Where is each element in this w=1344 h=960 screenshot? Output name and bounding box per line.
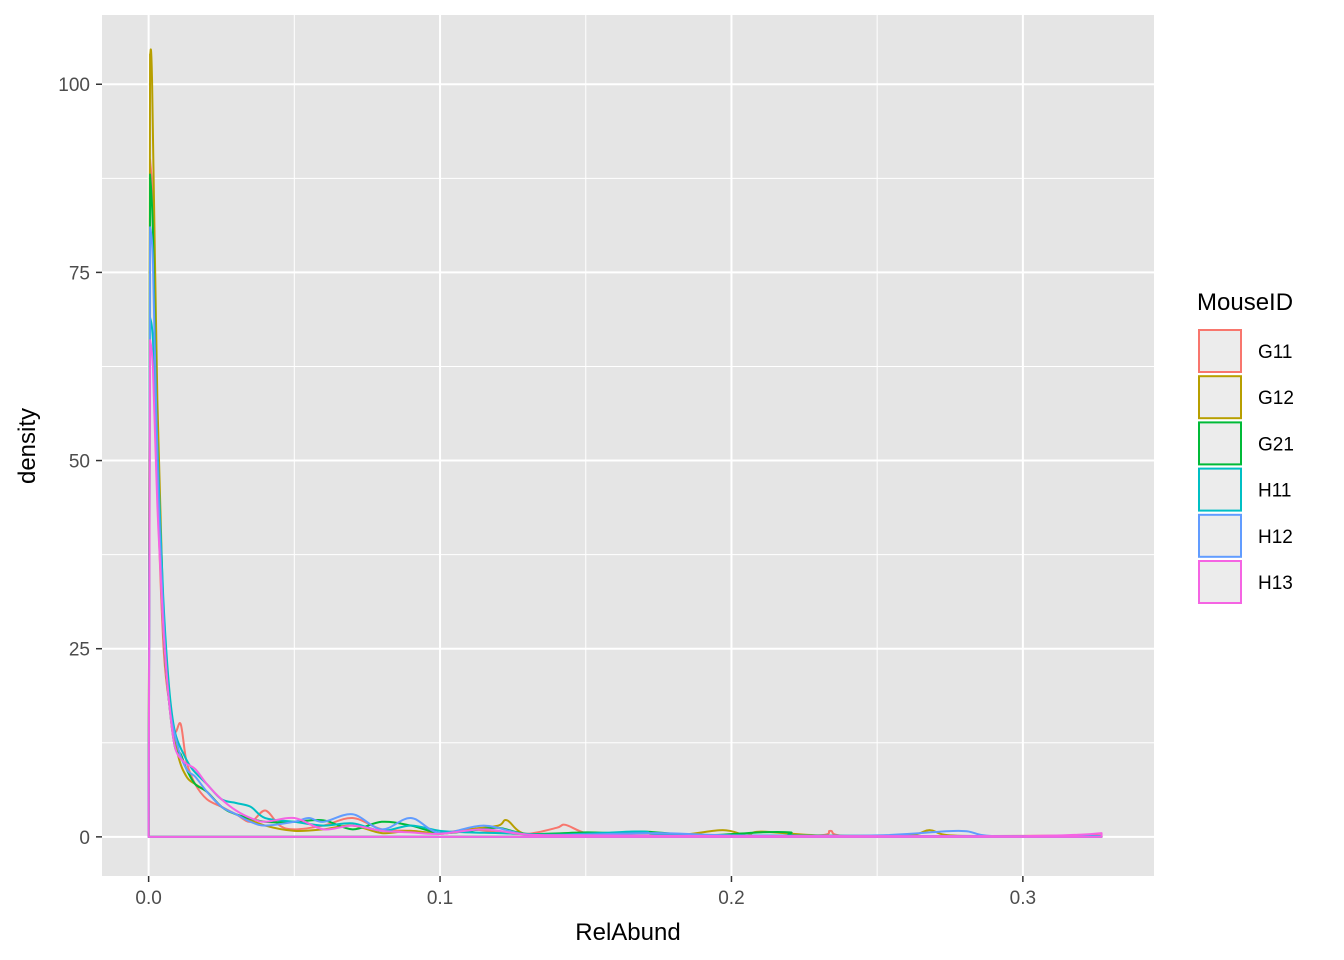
legend-key — [1198, 375, 1242, 420]
y-axis-title: density — [14, 408, 41, 484]
x-tick-labels: 0.0 0.1 0.2 0.3 — [135, 888, 1036, 909]
legend-item-g12: G12 — [1198, 375, 1294, 420]
legend-title: MouseID — [1197, 289, 1293, 316]
minor-gridlines — [102, 15, 1154, 876]
density-lines — [147, 48, 1103, 838]
y-tick-labels: 0 25 50 75 100 — [58, 75, 90, 849]
x-tick-label: 0.2 — [718, 888, 744, 909]
legend-label: G21 — [1258, 434, 1294, 455]
legend-key — [1198, 513, 1242, 558]
legend-item-h13: H13 — [1198, 560, 1293, 604]
legend-key — [1198, 421, 1242, 466]
y-tick-label: 75 — [69, 263, 90, 284]
axis-ticks — [96, 83, 1024, 882]
y-tick-label: 0 — [79, 828, 90, 849]
legend-item-h12: H12 — [1198, 513, 1293, 558]
legend-label: H11 — [1258, 481, 1291, 502]
plot-panel — [102, 15, 1154, 876]
legend-label: G12 — [1258, 388, 1294, 409]
legend-key — [1198, 329, 1242, 373]
x-tick-label: 0.1 — [427, 888, 453, 909]
density-line-h13 — [147, 339, 1103, 838]
legend-label: H13 — [1258, 573, 1293, 594]
x-tick-label: 0.0 — [135, 888, 161, 909]
legend-key — [1198, 467, 1242, 512]
legend-item-g21: G21 — [1198, 421, 1294, 466]
legend-label: H12 — [1258, 527, 1293, 548]
y-tick-label: 25 — [69, 640, 90, 661]
legend-item-g11: G11 — [1198, 329, 1293, 373]
legend-label: G11 — [1258, 342, 1293, 363]
legend-item-h11: H11 — [1198, 467, 1291, 512]
y-tick-label: 50 — [69, 452, 90, 473]
legend-keys: G11 G12 G21 H11 H12 H13 — [1198, 329, 1294, 604]
x-axis-title: RelAbund — [575, 919, 680, 946]
x-tick-label: 0.3 — [1010, 888, 1036, 909]
y-tick-label: 100 — [58, 75, 90, 96]
legend-key — [1198, 560, 1242, 604]
legend: MouseID G11 G12 G21 H11 H12 H13 — [1197, 289, 1294, 604]
